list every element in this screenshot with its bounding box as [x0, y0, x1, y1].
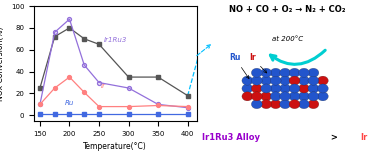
Circle shape — [242, 76, 253, 85]
Circle shape — [289, 84, 300, 93]
Circle shape — [289, 92, 300, 101]
Circle shape — [280, 76, 291, 85]
Circle shape — [299, 84, 310, 93]
Circle shape — [289, 68, 300, 77]
Text: at 200°C: at 200°C — [272, 36, 303, 42]
Circle shape — [280, 92, 291, 101]
Circle shape — [242, 92, 253, 101]
Circle shape — [251, 100, 262, 109]
Circle shape — [289, 76, 300, 85]
Text: >: > — [328, 133, 341, 142]
Text: Ir: Ir — [249, 53, 267, 73]
Y-axis label: NOx Conversion(%): NOx Conversion(%) — [0, 26, 5, 101]
Text: Ir: Ir — [360, 133, 367, 142]
Circle shape — [270, 100, 281, 109]
Circle shape — [280, 68, 291, 77]
Circle shape — [270, 84, 281, 93]
Circle shape — [318, 76, 328, 85]
Text: Ru: Ru — [229, 53, 249, 79]
Circle shape — [251, 68, 262, 77]
Circle shape — [270, 92, 281, 101]
Text: Ir: Ir — [101, 83, 106, 89]
Circle shape — [280, 100, 291, 109]
Circle shape — [299, 68, 310, 77]
Circle shape — [251, 76, 262, 85]
Circle shape — [299, 92, 310, 101]
Circle shape — [289, 100, 300, 109]
Circle shape — [242, 84, 253, 93]
Circle shape — [318, 84, 328, 93]
Text: Ir1Ru3 Alloy: Ir1Ru3 Alloy — [202, 133, 260, 142]
Circle shape — [308, 76, 319, 85]
Circle shape — [261, 92, 272, 101]
Circle shape — [308, 84, 319, 93]
Circle shape — [308, 100, 319, 109]
Circle shape — [251, 84, 262, 93]
Circle shape — [318, 92, 328, 101]
FancyArrowPatch shape — [270, 50, 325, 64]
Circle shape — [261, 84, 272, 93]
Text: Ru: Ru — [65, 101, 74, 106]
Circle shape — [270, 76, 281, 85]
Circle shape — [299, 100, 310, 109]
X-axis label: Temperature(°C): Temperature(°C) — [84, 142, 147, 151]
Circle shape — [270, 68, 281, 77]
Circle shape — [261, 68, 272, 77]
Circle shape — [308, 92, 319, 101]
Circle shape — [299, 76, 310, 85]
Circle shape — [280, 84, 291, 93]
Circle shape — [261, 100, 272, 109]
Text: NO + CO + O₂ → N₂ + CO₂: NO + CO + O₂ → N₂ + CO₂ — [229, 5, 345, 14]
Text: Ir1Ru3: Ir1Ru3 — [104, 37, 127, 43]
Circle shape — [261, 76, 272, 85]
Circle shape — [251, 92, 262, 101]
Circle shape — [308, 68, 319, 77]
